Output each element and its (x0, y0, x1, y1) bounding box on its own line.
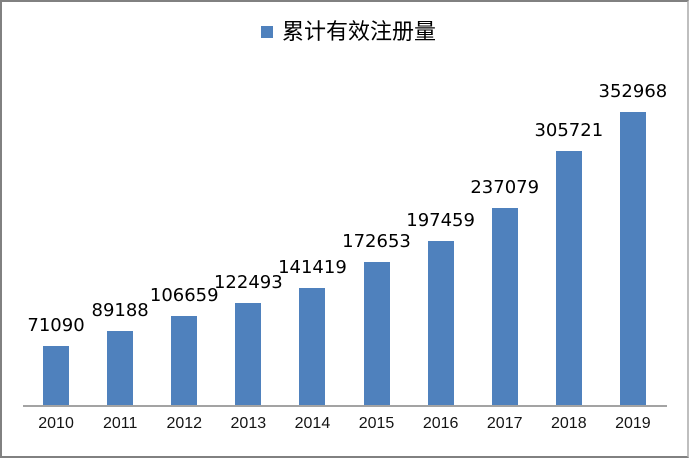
x-axis-tick-label: 2015 (358, 415, 395, 432)
x-axis-tick-label: 2014 (294, 415, 331, 432)
legend: 累计有效注册量 (261, 21, 436, 43)
data-label: 122493 (213, 272, 283, 294)
data-label: 71090 (27, 315, 85, 337)
bar-slot: 305721 (534, 60, 604, 405)
data-label: 197459 (406, 210, 475, 232)
data-label: 106659 (149, 285, 219, 307)
x-axis-tick-label: 2012 (166, 415, 203, 432)
bar (235, 303, 262, 405)
bar-slot: 197459 (406, 60, 475, 405)
data-label: 352968 (598, 81, 668, 103)
bar-slot: 71090 (24, 60, 88, 405)
x-axis-tick-label: 2018 (551, 415, 587, 432)
legend-label: 累计有效注册量 (282, 19, 437, 44)
data-label: 237079 (470, 177, 540, 199)
x-axis-tick-label: 2017 (486, 415, 523, 432)
data-label: 172653 (342, 231, 411, 253)
x-axis-line (23, 405, 667, 407)
x-axis-tick-label: 2016 (422, 415, 459, 432)
x-axis-tick-label: 2010 (38, 415, 74, 432)
bar-slot: 106659 (149, 60, 219, 405)
bar-slot: 237079 (470, 60, 540, 405)
bar (491, 208, 518, 405)
bar (619, 112, 646, 405)
legend-swatch-icon (261, 26, 273, 38)
data-label: 141419 (278, 257, 347, 279)
bar (427, 241, 454, 405)
bar-slot: 352968 (598, 60, 668, 405)
bar (555, 151, 582, 405)
bar (171, 316, 198, 405)
bar-slot: 141419 (278, 60, 347, 405)
bar-slot: 172653 (342, 60, 411, 405)
x-axis-tick-label: 2013 (230, 415, 267, 432)
x-axis-tick-label: 2011 (102, 415, 138, 432)
bar (363, 262, 390, 405)
plot-area: 71090 89188 106659 122493 141419 172653 197459… (24, 60, 668, 405)
bar-slot: 122493 (213, 60, 283, 405)
bar (107, 331, 134, 405)
bar (43, 346, 70, 405)
x-axis-labels: 2010 2011 2012 2013 2014 2015 2016 2017 2018 2019 (24, 415, 665, 433)
x-axis-tick-label: 2019 (615, 415, 651, 432)
bar (299, 288, 326, 405)
data-label: 305721 (534, 120, 604, 142)
bar-slot: 89188 (88, 60, 152, 405)
data-label: 89188 (91, 300, 149, 322)
